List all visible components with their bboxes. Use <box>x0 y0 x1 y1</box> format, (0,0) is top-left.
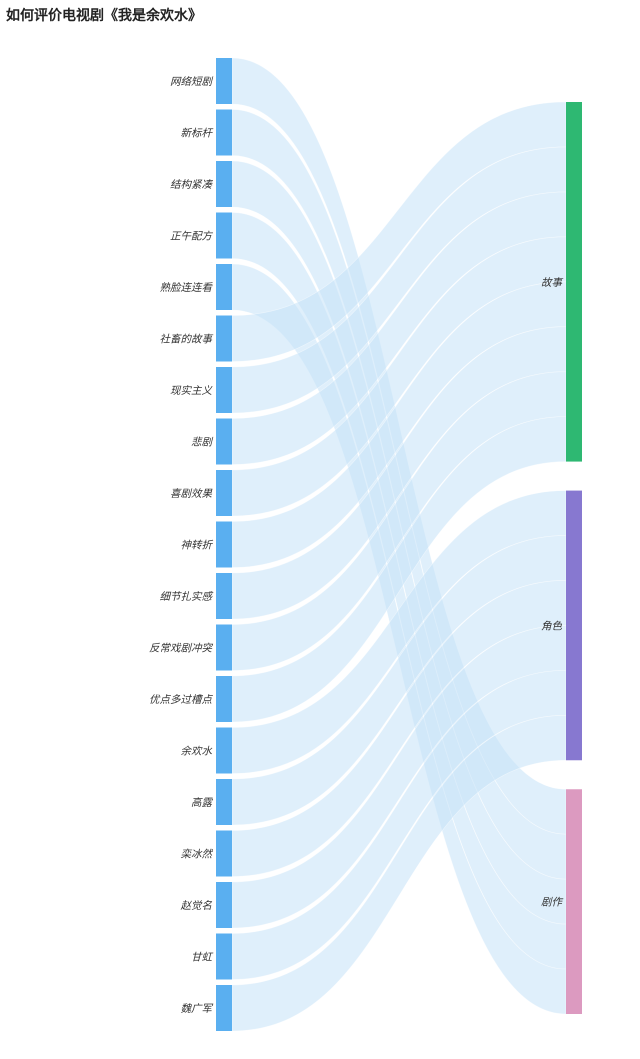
nodes-layer <box>216 58 582 1031</box>
source-node-label: 魏广军 <box>181 1003 214 1015</box>
source-node <box>216 367 232 413</box>
source-node-label: 新标杆 <box>181 128 214 140</box>
source-node <box>216 624 232 671</box>
source-node-label: 赵觉名 <box>181 900 213 912</box>
chart-title: 如何评价电视剧《我是余欢水》 <box>6 8 202 24</box>
source-node <box>216 418 232 465</box>
source-node-label: 现实主义 <box>170 385 213 397</box>
source-node <box>216 521 232 568</box>
source-node-label: 喜剧效果 <box>170 488 212 500</box>
source-node-label: 社畜的故事 <box>160 334 214 346</box>
target-node-label: 故事 <box>541 277 563 289</box>
target-node <box>566 490 582 761</box>
target-node <box>566 102 582 462</box>
target-node-label: 剧作 <box>541 897 563 909</box>
source-node <box>216 676 232 722</box>
source-node-label: 余欢水 <box>181 746 213 758</box>
target-node-label: 角色 <box>541 620 562 632</box>
source-node-label: 细节扎实感 <box>160 591 214 603</box>
source-node-label: 神转折 <box>181 540 214 552</box>
source-node <box>216 212 232 259</box>
labels-layer: 网络短剧新标杆结构紧凑正午配方熟脸连连看社畜的故事现实主义悲剧喜剧效果神转折细节… <box>149 76 563 1015</box>
source-node-label: 高露 <box>191 797 213 809</box>
source-node-label: 甘虹 <box>191 952 213 964</box>
sankey-link <box>231 416 567 723</box>
source-node-label: 反常戏剧冲突 <box>149 643 213 655</box>
source-node <box>216 727 232 774</box>
source-node <box>216 58 232 104</box>
source-node <box>216 109 232 156</box>
source-node-label: 结构紧凑 <box>170 179 213 191</box>
source-node <box>216 985 232 1031</box>
source-node <box>216 830 232 877</box>
source-node-label: 网络短剧 <box>170 76 213 88</box>
source-node <box>216 315 232 362</box>
source-node-label: 优点多过槽点 <box>149 694 213 706</box>
source-node <box>216 470 232 516</box>
source-node-label: 熟脸连连看 <box>160 282 214 294</box>
source-node <box>216 779 232 825</box>
source-node-label: 悲剧 <box>191 437 213 449</box>
source-node <box>216 264 232 310</box>
source-node-label: 正午配方 <box>170 231 213 243</box>
links-layer <box>231 57 567 1032</box>
target-node <box>566 789 582 1014</box>
source-node <box>216 573 232 619</box>
source-node <box>216 933 232 980</box>
source-node <box>216 882 232 928</box>
source-node <box>216 161 232 207</box>
source-node-label: 栾冰然 <box>181 849 214 861</box>
